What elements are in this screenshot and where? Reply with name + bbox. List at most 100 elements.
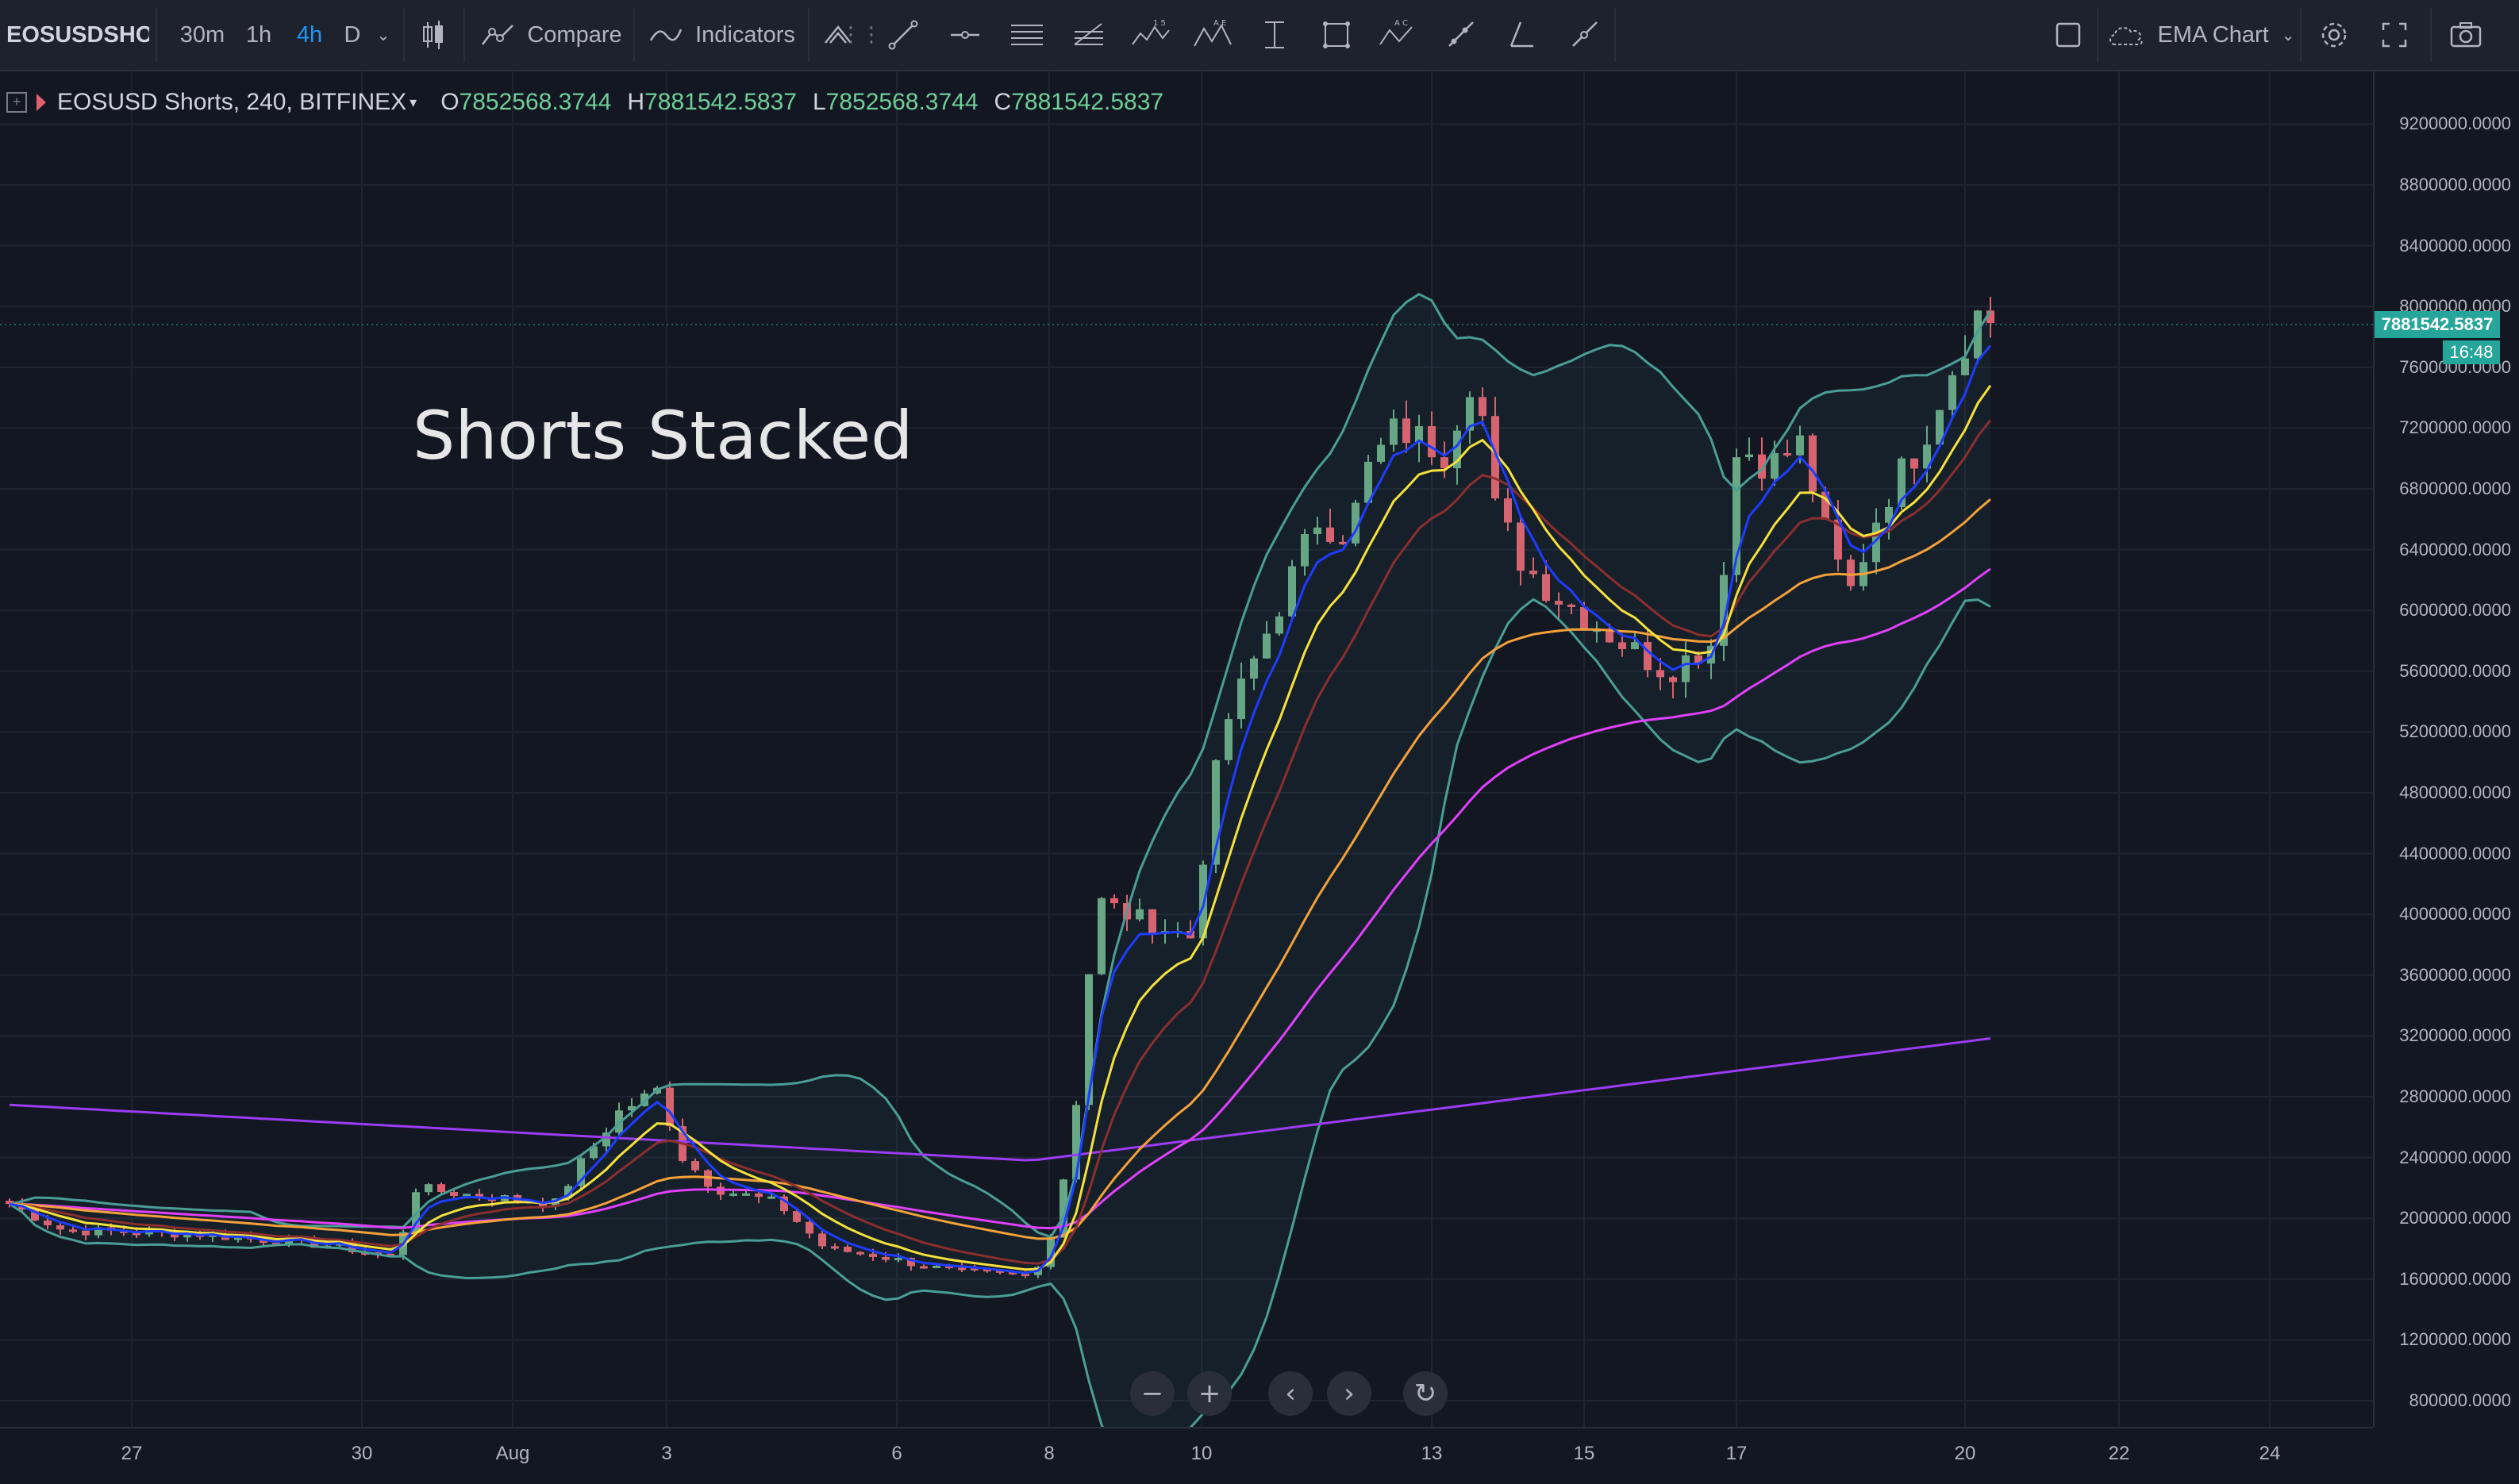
ema-34-line	[9, 498, 1991, 1240]
elliott-wave-icon: A E	[1194, 19, 1232, 47]
candle-body	[1009, 1271, 1017, 1274]
time-tick-label: 8	[1044, 1443, 1055, 1464]
candle-body	[1288, 566, 1296, 617]
refresh-icon: ↻	[1413, 1378, 1437, 1409]
layout-name: EMA Chart	[2157, 21, 2269, 48]
symbol-label: EOSUSDSHORTS	[6, 21, 149, 48]
candle-body	[1390, 418, 1398, 445]
candle-body	[1948, 375, 1956, 410]
snapshot-button[interactable]	[2438, 0, 2494, 70]
gear-icon	[2321, 22, 2347, 48]
indicators-label: Indicators	[695, 21, 795, 48]
candle-body	[1923, 444, 1931, 469]
scroll-right-button[interactable]: ›	[1327, 1371, 1371, 1416]
pattern-tool-button[interactable]: 1 5	[1121, 0, 1181, 70]
settings-button[interactable]	[2306, 0, 2362, 70]
interval-4h-button[interactable]: 4h	[286, 0, 333, 70]
interval-d-button[interactable]: D	[337, 0, 368, 70]
collapse-legend-icon[interactable]: +	[6, 92, 27, 113]
brush-icon	[1572, 21, 1598, 47]
caret-down-icon[interactable]: ▾	[410, 94, 417, 111]
cloud-icon	[2109, 27, 2143, 45]
horizontal-ray-icon	[951, 31, 979, 39]
abcd-pattern-tool-button[interactable]: A C	[1368, 0, 1429, 70]
angle-icon	[1509, 21, 1533, 48]
brush-tool-button[interactable]	[1554, 0, 1614, 70]
ema-55-line	[9, 567, 1991, 1230]
time-tick-label: 10	[1190, 1443, 1213, 1464]
scroll-left-button[interactable]: ‹	[1268, 1371, 1313, 1416]
toolbar-divider	[633, 8, 635, 62]
templates-button[interactable]	[814, 0, 862, 70]
candle-body	[983, 1269, 991, 1272]
interval-dropdown-chevron-icon[interactable]: ⌄	[376, 25, 390, 44]
text-annotation[interactable]: Shorts Stacked	[413, 397, 913, 475]
time-tick-label: 30	[351, 1443, 373, 1464]
horizontal-ray-tool-button[interactable]	[935, 0, 995, 70]
candle-body	[1821, 491, 1829, 520]
elliott-wave-tool-button[interactable]: A E	[1183, 0, 1243, 70]
toolbar-divider	[2097, 8, 2098, 62]
candle-body	[475, 1194, 483, 1198]
templates-icon	[825, 25, 852, 44]
candle-body	[1758, 454, 1766, 479]
ray-icon	[1448, 21, 1474, 47]
last-price-label: 7881542.5837	[2375, 310, 2500, 338]
zoom-in-button[interactable]: +	[1187, 1371, 1232, 1416]
flag-icon[interactable]	[37, 94, 46, 111]
symbol-search-input[interactable]: EOSUSDSHORTS	[6, 13, 149, 57]
chart-pane[interactable]	[0, 71, 2373, 1427]
low-key: L	[812, 89, 826, 115]
toolbar-divider	[808, 8, 810, 62]
ema-4-line	[9, 344, 1992, 1274]
fullscreen-toggle-button[interactable]	[2044, 0, 2092, 70]
interval-1h-button[interactable]: 1h	[235, 0, 283, 70]
candle-body	[920, 1266, 928, 1269]
candle-body	[1085, 974, 1093, 1105]
chart-type-button[interactable]	[410, 0, 457, 70]
candle-body	[844, 1246, 852, 1252]
zoom-out-button[interactable]: −	[1130, 1371, 1175, 1416]
compare-button[interactable]: Compare	[471, 0, 630, 70]
layout-save-button[interactable]: EMA Chart ⌄	[2105, 0, 2295, 70]
toolbar-divider	[403, 8, 405, 62]
candle-body	[1047, 1237, 1055, 1267]
candle-body	[1885, 507, 1893, 523]
candle-body	[1898, 458, 1906, 508]
candle-body	[742, 1193, 750, 1196]
trend-line-tool-button[interactable]	[873, 0, 933, 70]
minus-icon: −	[1140, 1378, 1164, 1409]
price-range-tool-button[interactable]	[1244, 0, 1305, 70]
candle-body	[1377, 444, 1385, 462]
candle-body	[1110, 898, 1118, 904]
candle-body	[945, 1266, 953, 1269]
candle-body	[437, 1184, 445, 1193]
candle-body	[1136, 909, 1144, 920]
camera-icon	[2450, 22, 2482, 48]
drag-handle-icon[interactable]: ⋮⋮	[840, 23, 882, 47]
compare-label: Compare	[527, 21, 622, 48]
angle-tool-button[interactable]	[1492, 0, 1552, 70]
expand-button[interactable]	[2367, 0, 2422, 70]
candle-body	[1275, 616, 1283, 634]
symbol-title[interactable]: EOSUSD Shorts, 240, BITFINEX	[57, 89, 407, 115]
candle-body	[450, 1192, 458, 1197]
fib-retracement-tool-button[interactable]	[1059, 0, 1119, 70]
indicators-button[interactable]: Indicators	[640, 0, 803, 70]
candle-body	[590, 1146, 598, 1159]
interval-30m-button[interactable]: 30m	[175, 0, 230, 70]
svg-text:A C: A C	[1394, 19, 1408, 28]
reset-chart-button[interactable]: ↻	[1403, 1371, 1448, 1416]
rectangle-tool-button[interactable]	[1306, 0, 1367, 70]
candle-body	[958, 1267, 966, 1271]
interval-label: 30m	[179, 21, 225, 48]
toolbar-divider	[156, 8, 157, 62]
price-axis[interactable]: 9200000.0000 8800000.0000 8400000.0000 8000…	[2373, 71, 2519, 1427]
parallel-channel-tool-button[interactable]	[997, 0, 1057, 70]
ray-tool-button[interactable]	[1430, 0, 1490, 70]
candle-body	[1872, 522, 1880, 563]
time-axis[interactable]: 27 30 Aug 3 6 8 10 13 15 17 20 22 24	[0, 1427, 2373, 1484]
price-tick-label: 2000000.0000	[2399, 1208, 2511, 1228]
price-chart[interactable]	[0, 71, 2373, 1427]
candle-body	[831, 1246, 839, 1249]
